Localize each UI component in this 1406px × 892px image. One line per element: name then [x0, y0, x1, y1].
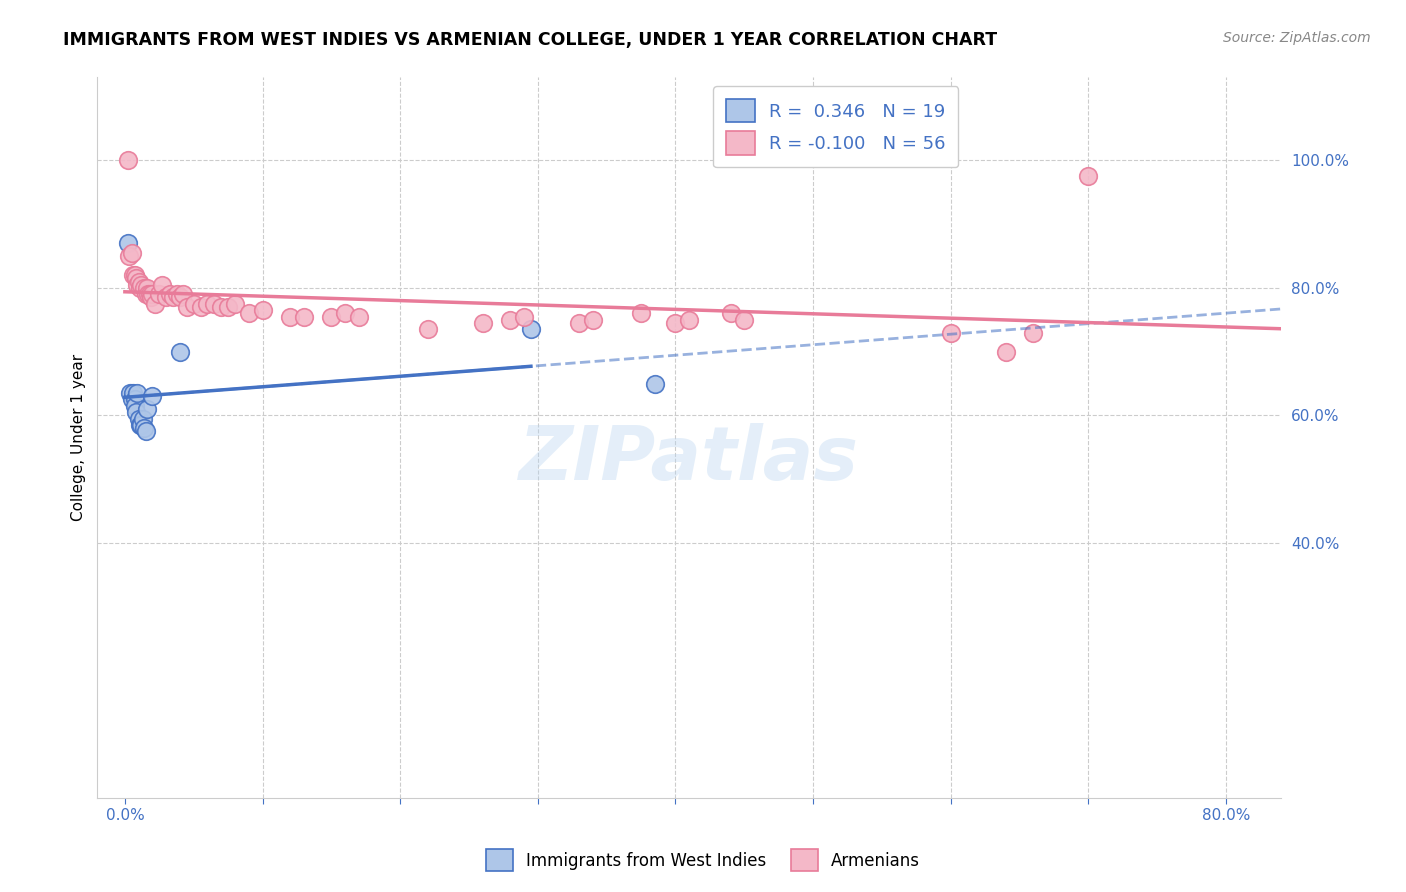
- Text: Source: ZipAtlas.com: Source: ZipAtlas.com: [1223, 31, 1371, 45]
- Point: [1022, 326, 1045, 340]
- Point: [224, 297, 246, 311]
- Point: [125, 405, 148, 419]
- Point: [124, 399, 146, 413]
- Point: [321, 310, 343, 324]
- Point: [720, 306, 742, 320]
- Point: [127, 386, 149, 401]
- Point: [733, 312, 755, 326]
- Point: [129, 281, 152, 295]
- Point: [121, 392, 143, 407]
- Point: [122, 386, 145, 401]
- Point: [131, 417, 153, 432]
- Point: [136, 287, 159, 301]
- Point: [139, 290, 162, 304]
- Point: [678, 312, 700, 326]
- Point: [333, 306, 356, 320]
- Point: [117, 153, 139, 168]
- Point: [162, 290, 184, 304]
- Point: [644, 376, 666, 391]
- Point: [994, 344, 1017, 359]
- Point: [169, 344, 191, 359]
- Point: [169, 290, 191, 304]
- Point: [155, 290, 177, 304]
- Point: [278, 310, 301, 324]
- Point: [129, 417, 152, 432]
- Point: [141, 287, 163, 301]
- Point: [143, 297, 166, 311]
- Point: [292, 310, 315, 324]
- Legend: R =  0.346   N = 19, R = -0.100   N = 56: R = 0.346 N = 19, R = -0.100 N = 56: [713, 87, 959, 167]
- Point: [121, 245, 143, 260]
- Point: [132, 411, 155, 425]
- Point: [176, 300, 198, 314]
- Point: [127, 277, 149, 292]
- Point: [122, 268, 145, 282]
- Point: [217, 300, 239, 314]
- Point: [159, 287, 181, 301]
- Point: [252, 303, 274, 318]
- Point: [134, 281, 156, 295]
- Point: [568, 316, 591, 330]
- Point: [209, 300, 232, 314]
- Point: [135, 425, 157, 439]
- Point: [190, 300, 212, 314]
- Point: [471, 316, 494, 330]
- Point: [183, 297, 205, 311]
- Point: [202, 297, 225, 311]
- Point: [150, 277, 173, 292]
- Point: [347, 310, 370, 324]
- Point: [125, 271, 148, 285]
- Point: [630, 306, 652, 320]
- Text: ZIPatlas: ZIPatlas: [519, 423, 859, 496]
- Point: [513, 310, 536, 324]
- Point: [166, 287, 188, 301]
- Legend: Immigrants from West Indies, Armenians: Immigrants from West Indies, Armenians: [478, 841, 928, 880]
- Y-axis label: College, Under 1 year: College, Under 1 year: [72, 354, 86, 521]
- Point: [499, 312, 522, 326]
- Point: [148, 287, 170, 301]
- Point: [134, 421, 156, 435]
- Point: [172, 287, 194, 301]
- Point: [128, 411, 150, 425]
- Point: [135, 281, 157, 295]
- Point: [664, 316, 686, 330]
- Point: [197, 297, 219, 311]
- Point: [238, 306, 260, 320]
- Point: [520, 322, 543, 336]
- Point: [416, 322, 439, 336]
- Point: [1077, 169, 1099, 184]
- Point: [141, 389, 163, 403]
- Point: [118, 249, 141, 263]
- Point: [135, 402, 157, 417]
- Point: [124, 392, 146, 407]
- Point: [138, 287, 160, 301]
- Point: [124, 268, 146, 282]
- Text: IMMIGRANTS FROM WEST INDIES VS ARMENIAN COLLEGE, UNDER 1 YEAR CORRELATION CHART: IMMIGRANTS FROM WEST INDIES VS ARMENIAN …: [63, 31, 997, 49]
- Point: [128, 275, 150, 289]
- Point: [120, 386, 142, 401]
- Point: [131, 277, 153, 292]
- Point: [582, 312, 605, 326]
- Point: [117, 236, 139, 251]
- Point: [135, 287, 157, 301]
- Point: [939, 326, 962, 340]
